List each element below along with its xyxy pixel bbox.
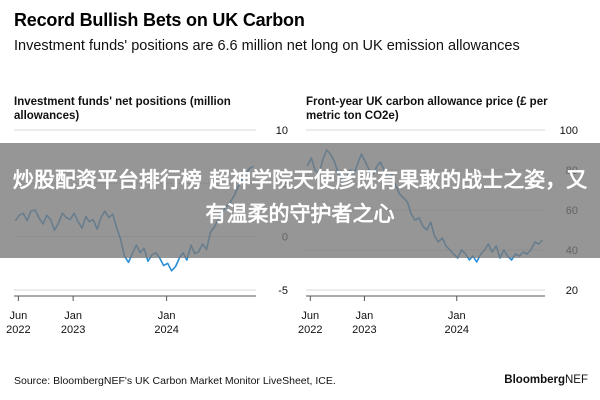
right-xtick-label: Jan — [356, 310, 374, 322]
left-xtick-label: Jan — [64, 310, 82, 322]
right-xtick-label: Jan — [448, 310, 466, 322]
right-xtick-year: 2023 — [352, 324, 376, 336]
left-xtick-year: 2024 — [154, 324, 178, 336]
chart-subtitle: Investment funds' positions are 6.6 mill… — [14, 38, 520, 54]
left-xtick-year: 2022 — [6, 324, 30, 336]
right-panel-title: Front-year UK carbon allowance price (£ … — [306, 96, 548, 122]
left-xtick-label: Jun — [9, 310, 27, 322]
left-xtick-year: 2023 — [61, 324, 85, 336]
left-panel-title: Investment funds' net positions (million… — [14, 96, 231, 122]
overlay-banner-text: 炒股配资平台排行榜 超神学院天使彦既有果敢的战士之姿，又有温柔的守护者之心 — [12, 168, 588, 226]
left-ytick-label: 10 — [276, 125, 288, 137]
right-xtick-year: 2024 — [444, 324, 468, 336]
left-xtick-label: Jan — [158, 310, 176, 322]
brand-suffix: NEF — [565, 374, 588, 386]
chart-title: Record Bullish Bets on UK Carbon — [14, 10, 305, 30]
brand-logo: BloombergNEF — [504, 374, 588, 386]
source-note: Source: BloombergNEF's UK Carbon Market … — [14, 375, 336, 387]
right-ytick-label: 100 — [560, 125, 578, 137]
right-xtick-label: Jun — [301, 310, 319, 322]
brand-main: Bloomberg — [504, 374, 565, 386]
right-xtick-year: 2022 — [298, 324, 322, 336]
overlay-banner — [0, 143, 600, 258]
right-ytick-label: 20 — [566, 285, 578, 297]
left-ytick-label: -5 — [278, 285, 288, 297]
